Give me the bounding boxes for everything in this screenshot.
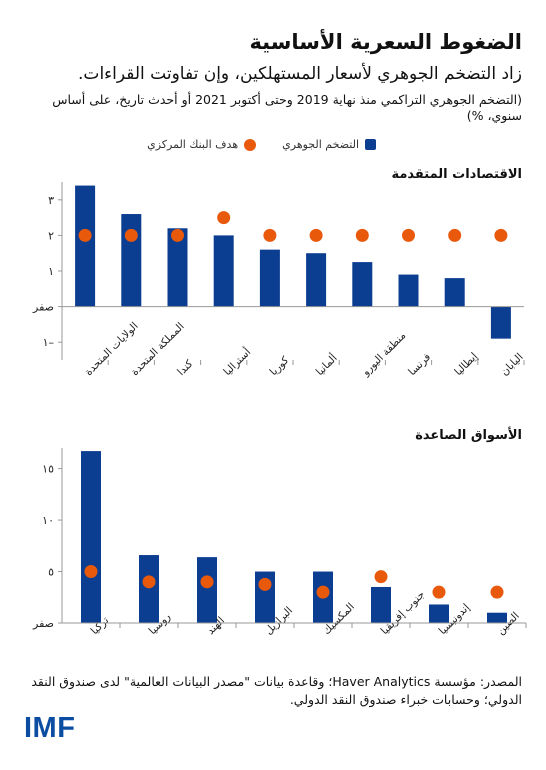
target-point-1 <box>124 228 138 242</box>
category-label-8: إيطاليا <box>452 350 480 378</box>
bar-core-0 <box>81 451 101 623</box>
target-point-3 <box>217 211 231 225</box>
legend-core-label: التضخم الجوهري <box>282 138 359 151</box>
y-tick-label: ٣ <box>48 194 54 207</box>
target-point-4 <box>316 585 330 599</box>
category-label-5: ألمانيا <box>312 351 339 378</box>
panel-title-emerging: الأسواق الصاعدة <box>415 428 522 443</box>
target-point-6 <box>432 585 446 599</box>
target-point-3 <box>258 577 272 591</box>
y-tick-label: صفر <box>32 301 54 314</box>
legend-target-label: هدف البنك المركزي <box>147 138 239 151</box>
target-point-5 <box>374 570 388 584</box>
bar-core-9 <box>490 306 511 339</box>
bar-core-0 <box>75 185 96 307</box>
y-tick-label: صفر <box>32 617 54 630</box>
y-tick-label: ١٠ <box>42 514 54 527</box>
target-point-0 <box>78 228 92 242</box>
bar-core-6 <box>352 262 373 307</box>
category-label-9: اليابان <box>499 351 526 378</box>
y-tick-label: ٢ <box>48 229 54 242</box>
bar-core-1 <box>121 214 142 307</box>
target-point-9 <box>494 228 508 242</box>
chart-subtitle: زاد التضخم الجوهري لأسعار المستهلكين، وإ… <box>78 64 522 84</box>
bar-core-5 <box>371 586 391 623</box>
target-point-6 <box>355 228 369 242</box>
target-point-0 <box>84 565 98 579</box>
legend-target: هدف البنك المركزي <box>147 138 257 151</box>
page-title: الضغوط السعرية الأساسية <box>249 30 522 54</box>
bar-core-8 <box>444 278 465 307</box>
bar-core-7 <box>398 274 419 307</box>
y-tick-label: ٥ <box>48 566 54 579</box>
chart-note: (التضخم الجوهري التراكمي منذ نهاية 2019 … <box>52 92 522 123</box>
target-point-2 <box>171 228 184 242</box>
target-point-1 <box>142 575 156 589</box>
category-label-2: كندا <box>175 358 195 378</box>
bar-core-3 <box>213 235 234 307</box>
target-point-7 <box>490 585 504 599</box>
category-label-4: كوريا <box>268 354 292 378</box>
panel-title-advanced: الاقتصادات المتقدمة <box>391 167 522 182</box>
y-tick-label: ١٥ <box>42 463 54 476</box>
target-point-4 <box>263 228 277 242</box>
y-tick-label: ١– <box>43 336 54 349</box>
category-label-6: منطقة اليورو <box>359 330 408 379</box>
source-note: المصدر: مؤسسة Haver Analytics؛ وقاعدة بي… <box>31 674 522 707</box>
target-point-5 <box>309 228 323 242</box>
legend-core-swatch <box>365 139 376 150</box>
bar-core-5 <box>306 253 327 307</box>
bar-core-2 <box>197 557 217 623</box>
bar-core-6 <box>429 604 449 623</box>
legend-target-swatch <box>244 138 257 151</box>
y-tick-label: ١ <box>48 265 54 278</box>
bar-core-4 <box>259 249 280 307</box>
imf-logo: IMF <box>24 712 76 744</box>
bar-core-1 <box>139 555 159 623</box>
target-point-8 <box>448 228 462 242</box>
target-point-7 <box>402 228 415 242</box>
bar-core-7 <box>487 612 507 623</box>
legend: التضخم الجوهري هدف البنك المركزي <box>147 138 376 151</box>
category-label-7: فرنسا <box>406 351 433 378</box>
category-label-3: أستراليا <box>220 345 253 378</box>
legend-core: التضخم الجوهري <box>282 138 376 151</box>
bar-core-2 <box>167 228 188 307</box>
target-point-2 <box>200 575 214 589</box>
